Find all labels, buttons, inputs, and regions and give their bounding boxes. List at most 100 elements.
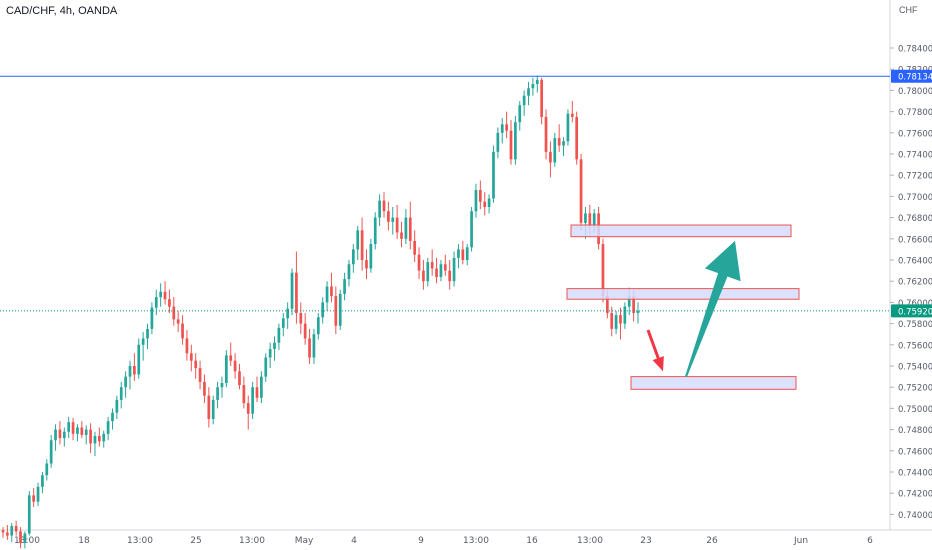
candle-down — [544, 116, 548, 152]
candle-up — [465, 247, 469, 260]
candle-down — [387, 211, 390, 222]
candle-up — [527, 88, 530, 96]
middle-zone — [566, 288, 800, 300]
candle-up — [584, 213, 587, 223]
price-tick-label: 0.77400 — [898, 151, 932, 161]
candle-up — [264, 357, 268, 377]
candle-up — [562, 141, 565, 146]
candle-up — [251, 387, 254, 414]
price-tick-label: 0.75800 — [898, 320, 932, 330]
candle-up — [636, 310, 640, 313]
candle-down — [334, 296, 338, 326]
candle-up — [487, 198, 491, 207]
candle-down — [233, 360, 237, 372]
candle-up — [67, 422, 71, 432]
candle-up — [316, 317, 320, 335]
candle-down — [443, 264, 447, 271]
candle-down — [181, 323, 184, 339]
time-tick-label: 13:00 — [127, 536, 153, 546]
candle-down — [198, 368, 202, 382]
price-tick-label: 0.78000 — [898, 87, 932, 97]
time-tick-label: May — [295, 536, 314, 546]
candle-up — [216, 387, 219, 400]
time-tick-label: 6 — [867, 536, 873, 546]
candle-up — [592, 213, 596, 227]
price-tick-label: 0.75000 — [898, 405, 932, 415]
resistance-price-label-bg — [891, 69, 932, 83]
price-tick-label: 0.76600 — [898, 235, 932, 245]
price-tick-label: 0.75200 — [898, 384, 932, 394]
candle-up — [312, 334, 316, 358]
candle-up — [347, 264, 351, 280]
time-tick-label: 26 — [706, 536, 718, 546]
candle-down — [588, 213, 592, 227]
candle-up — [273, 342, 276, 350]
time-tick-label: 4 — [351, 536, 357, 546]
upper-target-zone — [570, 224, 792, 238]
candle-up — [321, 302, 325, 318]
candle-up — [277, 327, 281, 343]
candle-up — [27, 495, 31, 534]
candle-up — [623, 306, 627, 324]
candle-up — [146, 328, 149, 339]
candle-down — [71, 422, 75, 434]
price-tick-label: 0.76000 — [898, 299, 932, 309]
candle-up — [439, 264, 443, 277]
candle-up — [553, 138, 557, 163]
candle-up — [391, 217, 395, 222]
candle-down — [255, 387, 259, 398]
price-tick-label: 0.77600 — [898, 129, 932, 139]
candle-up — [141, 338, 145, 345]
candle-up — [351, 249, 355, 265]
candle-up — [54, 429, 57, 441]
candle-up — [373, 217, 377, 245]
down-arrow — [646, 329, 664, 372]
price-tick-label: 0.77800 — [898, 108, 932, 118]
candle-up — [378, 200, 381, 218]
candle-down — [632, 296, 635, 313]
candle-down — [299, 313, 303, 324]
resistance-price-label: 0.78134 — [898, 73, 932, 83]
up-arrow — [685, 240, 741, 377]
candle-up — [290, 272, 294, 309]
candle-down — [133, 366, 136, 375]
candle-down — [176, 319, 180, 324]
candle-up — [115, 399, 119, 413]
candle-up — [93, 435, 97, 444]
candle-up — [76, 427, 79, 434]
candle-down — [185, 338, 189, 354]
candle-down — [172, 306, 176, 320]
candle-down — [395, 217, 399, 233]
time-tick-label: Jun — [793, 536, 808, 546]
candle-down — [89, 429, 92, 444]
price-tick-label: 0.74800 — [898, 426, 932, 436]
candle-up — [500, 124, 504, 133]
candle-up — [119, 387, 123, 400]
candle-down — [601, 244, 605, 297]
candle-down — [303, 323, 307, 339]
candle-down — [1, 530, 5, 533]
candle-down — [478, 190, 482, 202]
candle-up — [535, 79, 539, 85]
price-tick-label: 0.76800 — [898, 214, 932, 224]
candle-up — [211, 399, 215, 419]
current-price-label: 0.75920 — [898, 307, 932, 317]
candle-down — [295, 272, 298, 313]
candle-down — [422, 270, 425, 282]
candle-down — [163, 291, 167, 300]
candle-up — [124, 376, 127, 388]
candle-up — [10, 526, 14, 536]
time-tick-label: 16 — [526, 536, 538, 546]
candle-up — [106, 421, 110, 434]
candle-down — [229, 355, 233, 361]
price-tick-label: 0.74400 — [898, 469, 932, 479]
candle-down — [549, 151, 552, 163]
candle-down — [14, 526, 18, 532]
candle-up — [496, 132, 500, 152]
candle-down — [575, 116, 579, 160]
candle-up — [150, 307, 154, 329]
candle-up — [286, 308, 290, 319]
time-tick-label: 13:00 — [239, 536, 265, 546]
